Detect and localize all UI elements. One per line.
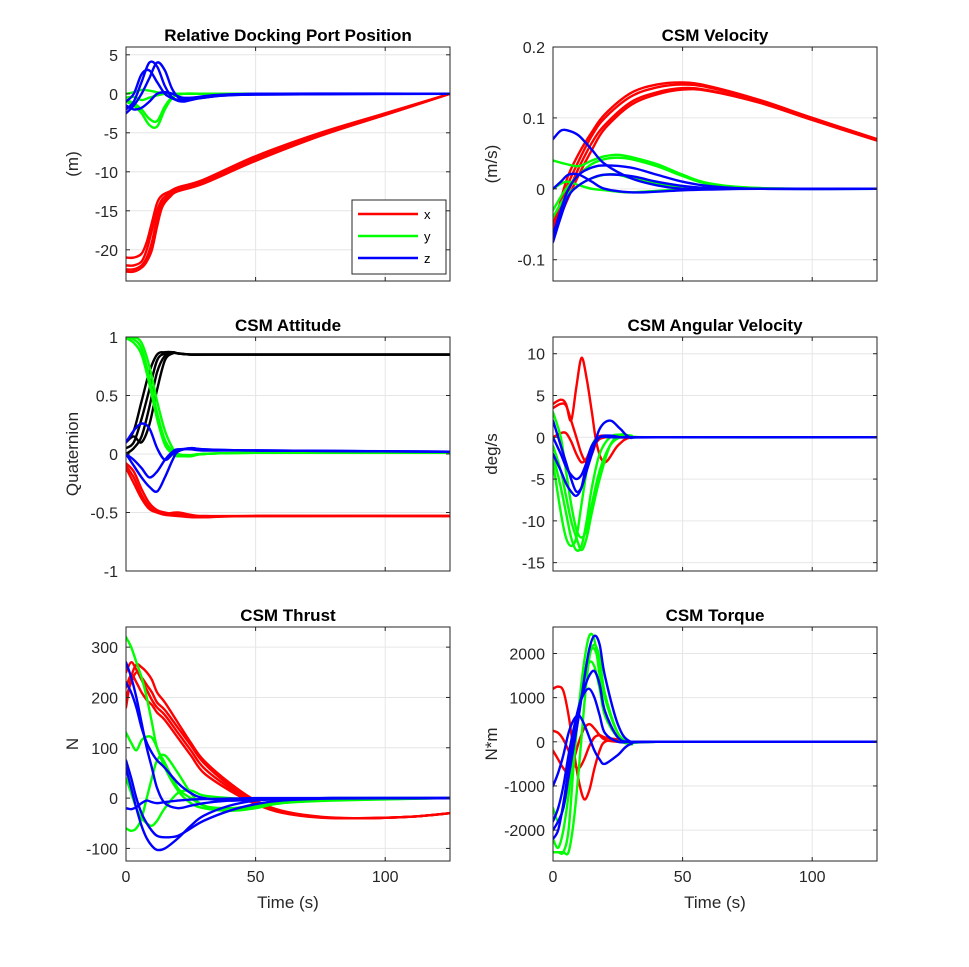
y-tick-label: -1000 xyxy=(504,779,545,796)
series-line-z xyxy=(553,434,877,481)
x-axis-label: Time (s) xyxy=(684,893,746,912)
y-tick-label: 10 xyxy=(527,347,545,364)
series-line-z xyxy=(553,669,877,841)
x-tick-label: 100 xyxy=(372,869,399,886)
y-tick-label: -10 xyxy=(95,165,118,182)
subplot-2: 0.2 0.1 0 -0.1 CSM Velocity (m/s) xyxy=(482,26,878,282)
subplot-4: 10 5 0 -5 -10 -15 CSM Angular Velocity deg/s xyxy=(482,316,878,573)
y-tick-label: 0 xyxy=(109,447,118,464)
series-line-x xyxy=(126,92,450,260)
chart-title: CSM Velocity xyxy=(662,26,769,45)
series-line-z xyxy=(126,447,450,479)
y-tick-label: 0.2 xyxy=(523,40,545,57)
x-tick-label: 50 xyxy=(674,869,692,886)
plot-area xyxy=(126,627,450,861)
series-line-y xyxy=(126,753,450,833)
y-axis-label: (m/s) xyxy=(482,145,501,184)
legend-label-z: z xyxy=(424,251,431,266)
chart-title: CSM Torque xyxy=(666,606,765,625)
y-tick-label: -15 xyxy=(522,556,545,573)
y-tick-label: -1 xyxy=(104,564,118,581)
series-group xyxy=(553,632,877,856)
axes-box xyxy=(125,626,451,862)
series-line-x xyxy=(126,466,450,519)
chart-title: CSM Thrust xyxy=(240,606,336,625)
plot-area xyxy=(553,337,877,571)
chart-title: Relative Docking Port Position xyxy=(164,26,412,45)
axes-box xyxy=(125,46,451,282)
plot-area xyxy=(553,627,877,861)
series-line-z xyxy=(126,759,450,839)
y-tick-label: 0 xyxy=(536,430,545,447)
y-tick-label: 0 xyxy=(536,735,545,752)
chart-title: CSM Attitude xyxy=(235,316,341,335)
plot-area xyxy=(553,47,877,281)
y-tick-label: -0.1 xyxy=(517,253,545,270)
y-axis-label: (m) xyxy=(63,151,82,176)
legend-label-y: y xyxy=(424,229,431,244)
y-axis-label: N xyxy=(63,738,82,750)
legend-label-x: x xyxy=(424,207,431,222)
x-tick-label: 50 xyxy=(247,869,265,886)
y-tick-label: -20 xyxy=(95,243,118,260)
y-tick-label: 0 xyxy=(109,791,118,808)
legend: xyz xyxy=(351,199,447,275)
y-tick-label: 100 xyxy=(91,741,118,758)
axes-box xyxy=(552,626,878,862)
y-tick-label: 0.1 xyxy=(523,111,545,128)
series-line-x xyxy=(553,83,877,226)
x-tick-label: 0 xyxy=(549,869,558,886)
chart-title: CSM Angular Velocity xyxy=(627,316,803,335)
y-axis-label: deg/s xyxy=(482,433,501,475)
subplot-6: 2000 1000 0 -1000 -2000 0 50 100 CSM Torque N*m Ti… xyxy=(482,606,878,912)
y-tick-label: 5 xyxy=(536,389,545,406)
y-axis-label: Quaternion xyxy=(63,412,82,496)
y-tick-label: -5 xyxy=(531,472,545,489)
y-tick-label: 0.5 xyxy=(96,389,118,406)
axes-box xyxy=(552,336,878,572)
x-tick-label: 0 xyxy=(122,869,131,886)
y-tick-label: 5 xyxy=(109,48,118,65)
series-group xyxy=(126,337,450,519)
y-tick-label: -100 xyxy=(86,841,118,858)
y-tick-label: -0.5 xyxy=(90,506,118,523)
series-group xyxy=(126,635,450,852)
subplot-3: 1 0.5 0 -0.5 -1 CSM Attitude Quaternion xyxy=(63,316,451,581)
y-tick-label: 200 xyxy=(91,690,118,707)
y-axis-label: N*m xyxy=(482,727,501,760)
y-tick-label: -2000 xyxy=(504,823,545,840)
series-line-x xyxy=(126,673,450,820)
y-tick-label: 2000 xyxy=(509,646,545,663)
series-line-z xyxy=(126,91,450,111)
axes-box xyxy=(552,46,878,282)
series-group xyxy=(553,356,877,552)
y-tick-label: 1 xyxy=(109,330,118,347)
y-tick-label: 0 xyxy=(109,87,118,104)
series-line-q-scalar xyxy=(126,351,450,444)
series-group xyxy=(126,60,450,274)
series-line-x xyxy=(126,92,450,274)
y-tick-label: 0 xyxy=(536,182,545,199)
y-tick-label: 300 xyxy=(91,640,118,657)
x-axis-label: Time (s) xyxy=(257,893,319,912)
series-group xyxy=(553,81,877,244)
y-tick-label: -10 xyxy=(522,514,545,531)
y-tick-label: -5 xyxy=(104,126,118,143)
series-line-z xyxy=(553,172,877,194)
subplot-1: 5 0 -5 -10 -15 -20 Relative Docking Port Posit… xyxy=(63,26,451,282)
series-line-z xyxy=(126,796,450,811)
y-tick-label: -15 xyxy=(95,204,118,221)
y-tick-label: 1000 xyxy=(509,691,545,708)
x-tick-label: 100 xyxy=(799,869,826,886)
